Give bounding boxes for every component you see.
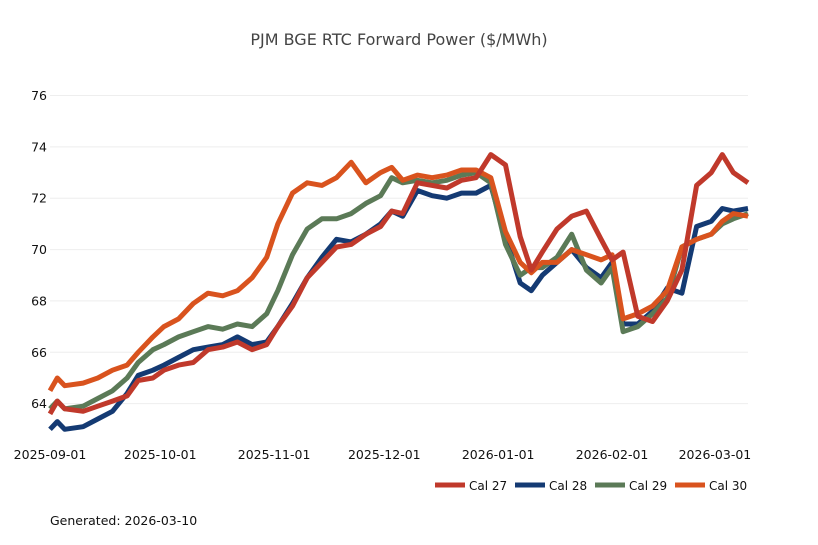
legend-label: Cal 30 [709, 479, 747, 493]
legend-label: Cal 27 [469, 479, 507, 493]
chart-title: PJM BGE RTC Forward Power ($/MWh) [250, 30, 547, 49]
legend-label: Cal 28 [549, 479, 587, 493]
legend-item: Cal 28 [515, 479, 587, 493]
y-tick-label: 64 [31, 396, 47, 411]
y-tick-label: 66 [31, 345, 47, 360]
x-axis-ticks: 2025-09-01 2025-10-01 2025-11-01 2025-12-01… [14, 447, 752, 462]
series-line-cal-29 [48, 170, 749, 412]
generated-timestamp: Generated: 2026-03-10 [50, 513, 198, 528]
legend: Cal 27 Cal 28 Cal 29 Cal 30 [435, 479, 747, 493]
y-tick-label: 76 [31, 88, 47, 103]
series-line-cal-30 [47, 159, 749, 393]
x-tick-label: 2025-09-01 [14, 447, 87, 462]
legend-label: Cal 29 [629, 479, 667, 493]
series-lines [47, 152, 750, 432]
x-tick-label: 2026-02-01 [576, 447, 649, 462]
x-tick-label: 2026-01-01 [462, 447, 535, 462]
legend-item: Cal 29 [595, 479, 667, 493]
y-tick-label: 70 [31, 242, 47, 257]
line-chart: PJM BGE RTC Forward Power ($/MWh) 64 66 68… [14, 30, 752, 493]
y-tick-label: 68 [31, 293, 47, 308]
legend-item: Cal 30 [675, 479, 747, 493]
series-line-cal-27 [47, 152, 750, 416]
y-tick-label: 74 [31, 139, 47, 154]
x-tick-label: 2026-03-01 [679, 447, 752, 462]
series-line-cal-28 [48, 182, 749, 432]
y-axis-ticks: 64 66 68 70 72 74 76 [31, 88, 47, 411]
legend-item: Cal 27 [435, 479, 507, 493]
y-tick-label: 72 [31, 191, 47, 206]
grid-lines [50, 95, 748, 405]
x-tick-label: 2025-10-01 [124, 447, 197, 462]
x-tick-label: 2025-11-01 [238, 447, 311, 462]
x-tick-label: 2025-12-01 [348, 447, 421, 462]
